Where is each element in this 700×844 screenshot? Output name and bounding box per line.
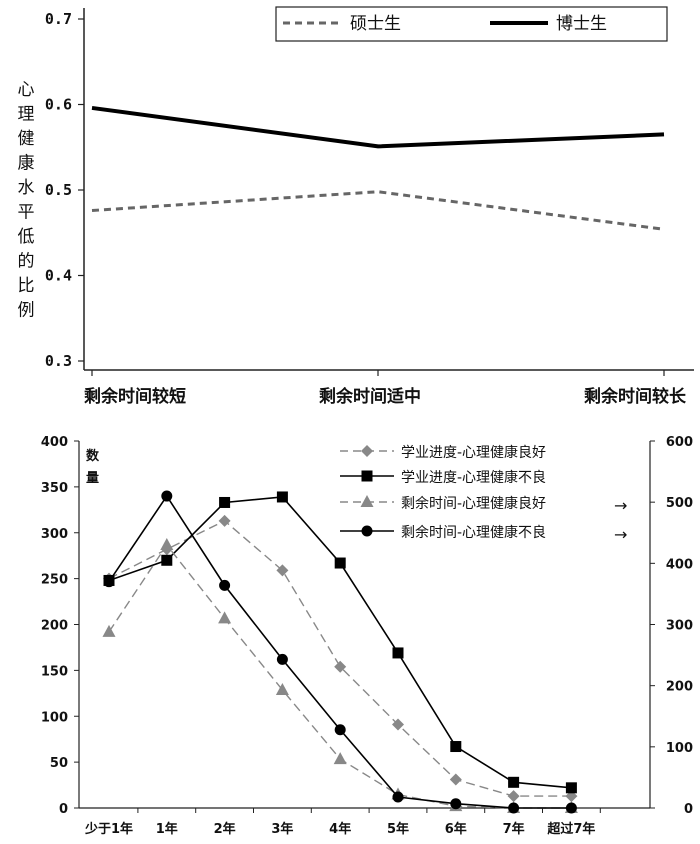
bottom-series-2-point — [334, 557, 346, 569]
bottom-x-tick-label: 1年 — [156, 821, 178, 837]
top-x-tick-label: 剩余时间较短 — [84, 386, 186, 407]
bottom-series-3-point — [218, 611, 232, 624]
top-legend-box — [275, 6, 668, 42]
bottom-series-1-point — [507, 790, 520, 803]
bottom-left-tick-label: 400 — [41, 435, 68, 450]
bottom-left-tick-label: 100 — [41, 710, 68, 725]
bottom-series-4-point — [161, 490, 173, 502]
bottom-x-tick-label: 少于1年 — [84, 821, 133, 837]
bottom-series-1-point — [392, 718, 404, 731]
bottom-right-tick-label: 600 — [666, 435, 693, 450]
bottom-series-line-3 — [108, 543, 572, 809]
bottom-left-tick-label: 150 — [41, 664, 68, 679]
bottom-x-tick-label: 2年 — [214, 821, 236, 837]
bottom-legend-label-1: 学业进度-心理健康良好 — [401, 444, 546, 461]
bottom-legend-marker-2 — [361, 470, 373, 482]
bottom-y-axis-label-2: 量 — [86, 471, 99, 486]
bottom-x-tick-label: 7年 — [503, 821, 525, 837]
bottom-left-tick-label: 300 — [41, 527, 68, 542]
bottom-left-tick-label: 200 — [41, 619, 68, 634]
bottom-x-tick-label: 5年 — [387, 821, 409, 837]
bottom-series-1-point — [449, 773, 462, 786]
bottom-left-tick-label: 0 — [59, 802, 68, 817]
bottom-series-2-point — [161, 554, 173, 566]
chart-top: 0.3 0.4 0.5 0.6 0.7 剩余时间较短 剩余时间适中 剩余时间较长 心理健康水平… — [18, 6, 694, 407]
bottom-x-tick-label: 3年 — [271, 821, 293, 837]
bottom-series-3-point — [160, 537, 174, 550]
bottom-series-3-point — [275, 682, 289, 695]
bottom-left-tick-label: 50 — [50, 756, 68, 771]
bottom-series-4-point — [219, 579, 231, 591]
bottom-right-tick-label: 0 — [684, 802, 693, 817]
bottom-series-1-point — [218, 514, 231, 527]
bottom-left-tick-label: 350 — [41, 481, 68, 496]
bottom-y-axis-label-1: 数 — [86, 448, 100, 464]
bottom-series-4-point — [276, 653, 288, 665]
bottom-series-1-point — [276, 564, 289, 577]
legend-label-master: 硕士生 — [350, 14, 401, 34]
bottom-series-4-point — [103, 576, 115, 588]
bottom-series-2-point — [276, 491, 288, 503]
bottom-series-2-point — [565, 782, 577, 794]
bottom-legend-label-3: 剩余时间-心理健康良好 — [401, 495, 546, 512]
top-series-line-master — [91, 190, 665, 231]
bottom-legend-marker-4 — [361, 525, 373, 537]
bottom-series-2-point — [392, 647, 404, 659]
bottom-series-3-point — [102, 624, 116, 637]
bottom-series-line-1 — [108, 519, 572, 797]
bottom-series-2-point — [508, 776, 520, 788]
top-legend: 硕士生 博士生 — [275, 6, 668, 42]
bottom-legend-label-4: 剩余时间-心理健康不良 — [401, 524, 546, 541]
bottom-right-tick-label: 400 — [666, 557, 693, 572]
bottom-series-4-point — [565, 802, 577, 814]
bottom-series-4-point — [508, 802, 520, 814]
bottom-right-tick-label: 500 — [666, 496, 693, 511]
top-y-tick-label: 0.6 — [45, 96, 72, 114]
bottom-x-tick-label: 6年 — [445, 821, 467, 837]
legend-label-doctor: 博士生 — [556, 14, 607, 34]
bottom-series-4-point — [334, 724, 346, 736]
bottom-right-tick-label: 300 — [666, 619, 693, 634]
bottom-series-1-point — [334, 660, 347, 673]
bottom-series-4-point — [450, 798, 462, 810]
top-x-tick-label: 剩余时间较长 — [584, 386, 687, 407]
top-y-tick-label: 0.7 — [45, 10, 72, 28]
top-series-line-doctor — [91, 105, 665, 149]
top-y-tick-label: 0.5 — [45, 181, 72, 199]
bottom-x-tick-label: 超过7年 — [547, 821, 595, 837]
top-y-tick-label: 0.3 — [45, 352, 72, 370]
bottom-right-tick-label: 200 — [666, 680, 693, 695]
bottom-series-2-point — [219, 496, 231, 508]
top-y-tick-label: 0.4 — [45, 267, 72, 285]
bottom-legend-label-2: 学业进度-心理健康不良 — [401, 469, 546, 486]
bottom-series-4-point — [392, 791, 404, 803]
bottom-legend-marker-3 — [360, 495, 374, 507]
bottom-left-tick-label: 250 — [41, 573, 68, 588]
bottom-legend-arrow-3: → — [614, 496, 627, 515]
bottom-legend-arrow-4: → — [614, 525, 627, 544]
bottom-right-tick-label: 100 — [666, 741, 693, 756]
bottom-legend-marker-1 — [361, 445, 373, 457]
chart-bottom: 0 50 100 150 200 250 300 350 400 0 100 200 300 400 500… — [41, 435, 693, 837]
bottom-series-3-point — [333, 752, 347, 765]
bottom-series-2-point — [450, 741, 462, 753]
bottom-x-tick-label: 4年 — [329, 821, 351, 837]
top-x-tick-label: 剩余时间适中 — [319, 386, 421, 407]
top-y-axis-label: 心理健康水平低的比例 — [18, 80, 35, 321]
